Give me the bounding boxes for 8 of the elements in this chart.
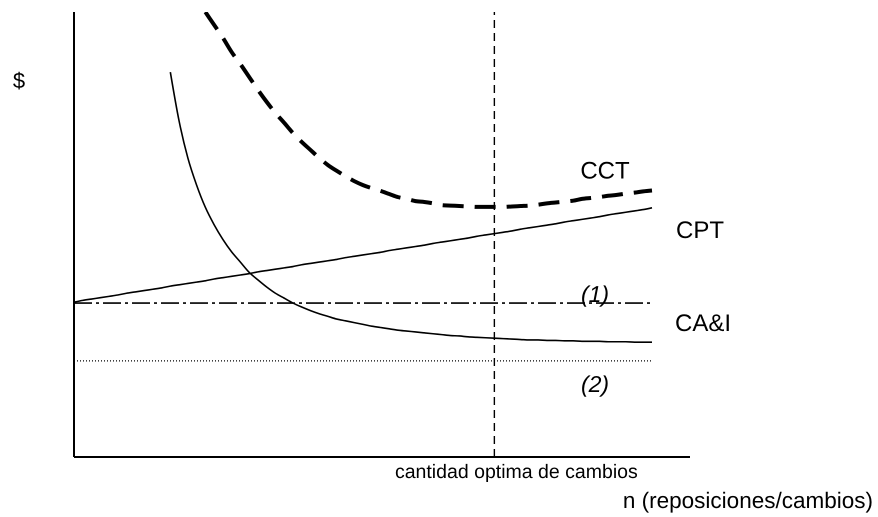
x-axis-title: n (reposiciones/cambios): [622, 488, 873, 512]
text: cantidad optima de cambios: [394, 461, 638, 483]
series-label: (2): [580, 370, 610, 397]
series-label: (1): [580, 281, 610, 308]
series-label: CCT: [580, 156, 630, 184]
series-label: CPT: [676, 216, 724, 244]
y-axis-title: $: [12, 68, 26, 92]
series-label: CA&I: [674, 310, 732, 337]
